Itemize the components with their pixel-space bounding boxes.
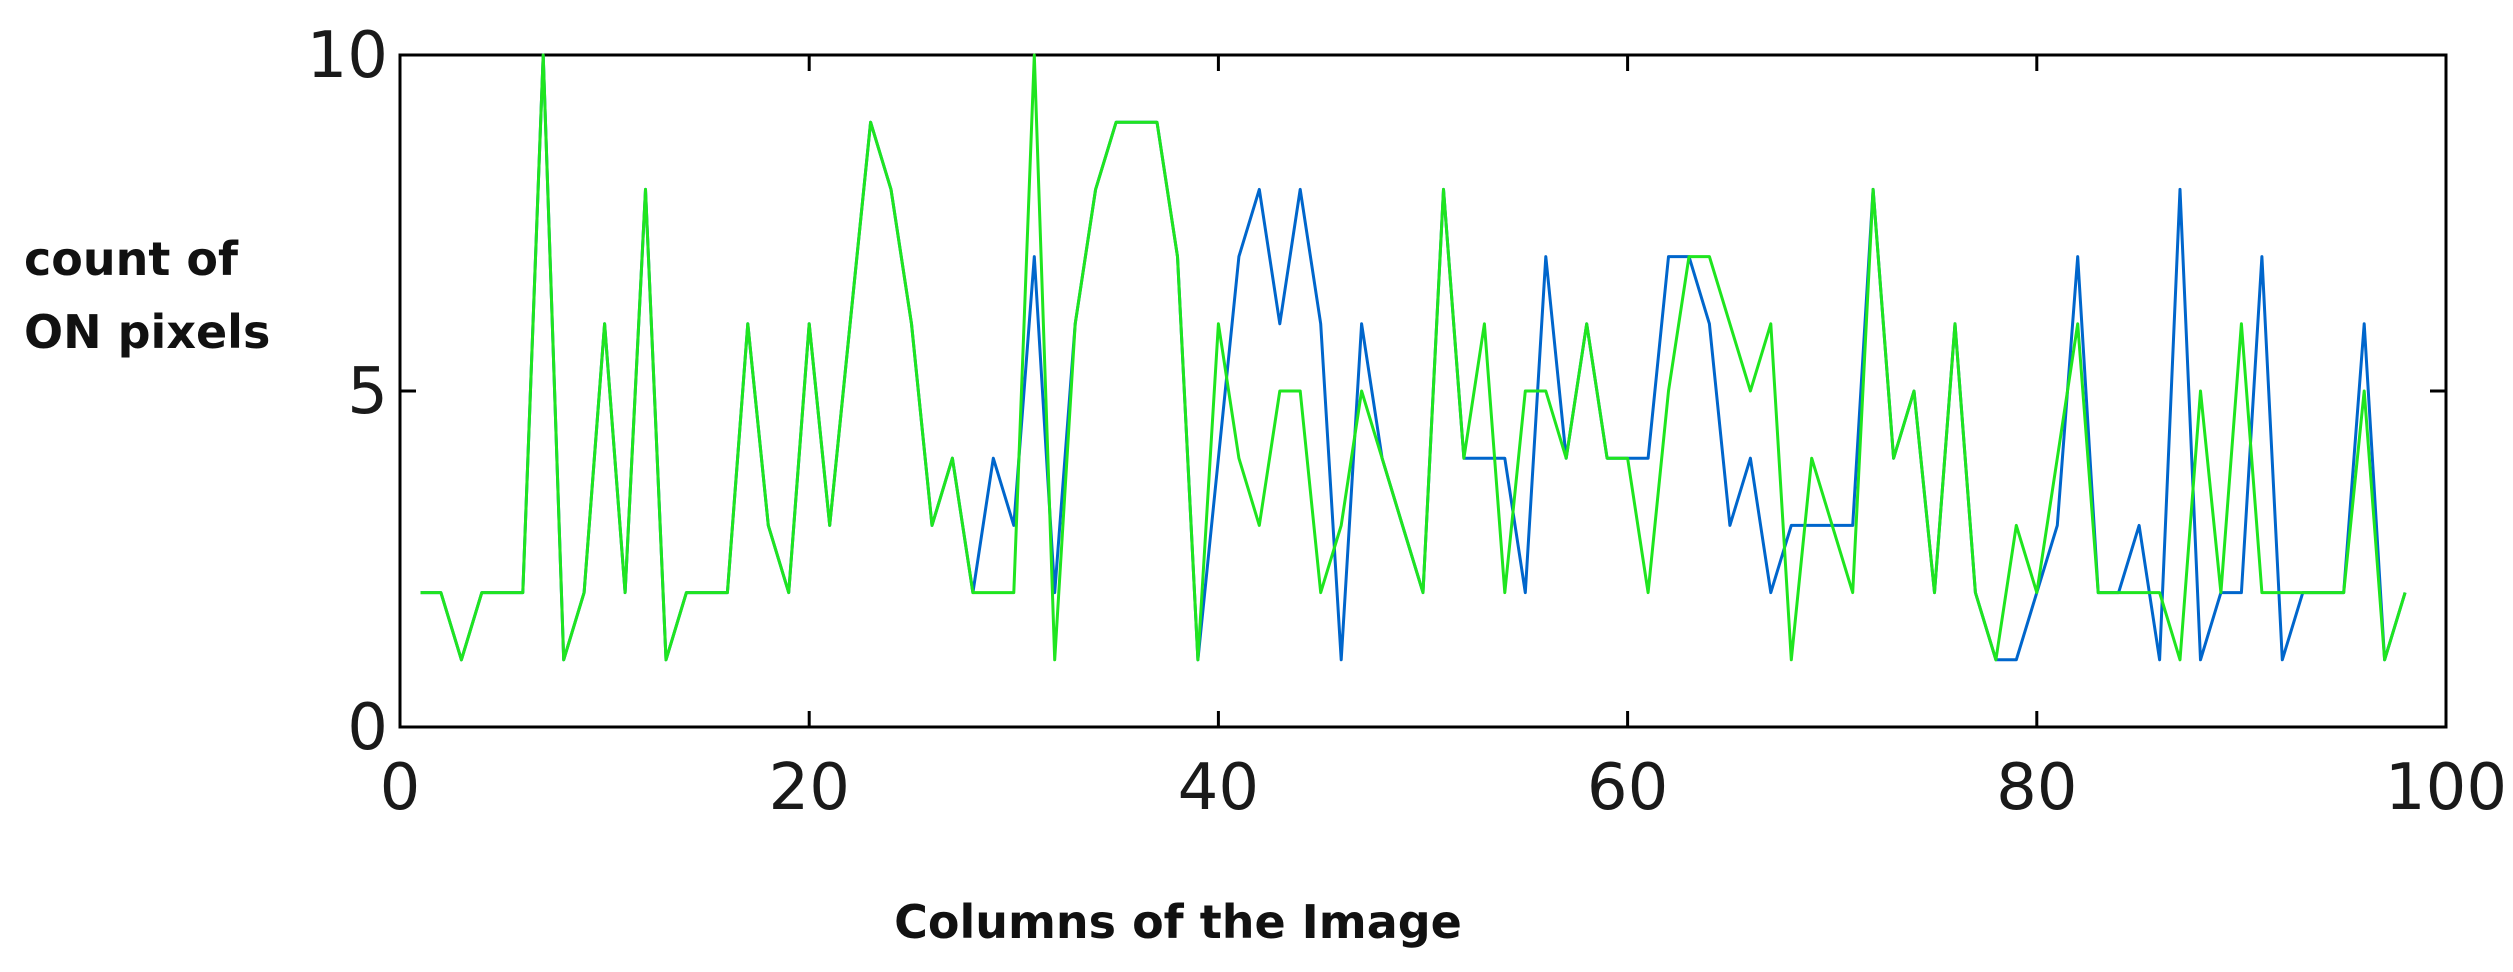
x-tick-label: 100 — [2385, 751, 2507, 825]
y-axis-title-line-2: ON pixels — [24, 305, 270, 359]
x-tick-label: 20 — [768, 751, 849, 825]
x-axis-title: Columns of the Image — [894, 895, 1462, 949]
x-tick-label: 40 — [1178, 751, 1259, 825]
y-tick-label: 0 — [347, 691, 388, 765]
axis-ticks: 0 20 40 60 80 100 0 5 10 — [307, 19, 2508, 825]
y-axis-title-line-1: count of — [24, 232, 239, 286]
series-line-2 — [420, 53, 2407, 662]
y-tick-label: 10 — [307, 19, 388, 93]
x-tick-label: 0 — [380, 751, 421, 825]
x-tick-label: 80 — [1996, 751, 2077, 825]
x-tick-label: 60 — [1587, 751, 1668, 825]
series-line-1 — [420, 53, 2407, 662]
series-lines — [420, 53, 2407, 662]
plot-frame — [398, 53, 2448, 729]
y-tick-label: 5 — [347, 355, 388, 429]
